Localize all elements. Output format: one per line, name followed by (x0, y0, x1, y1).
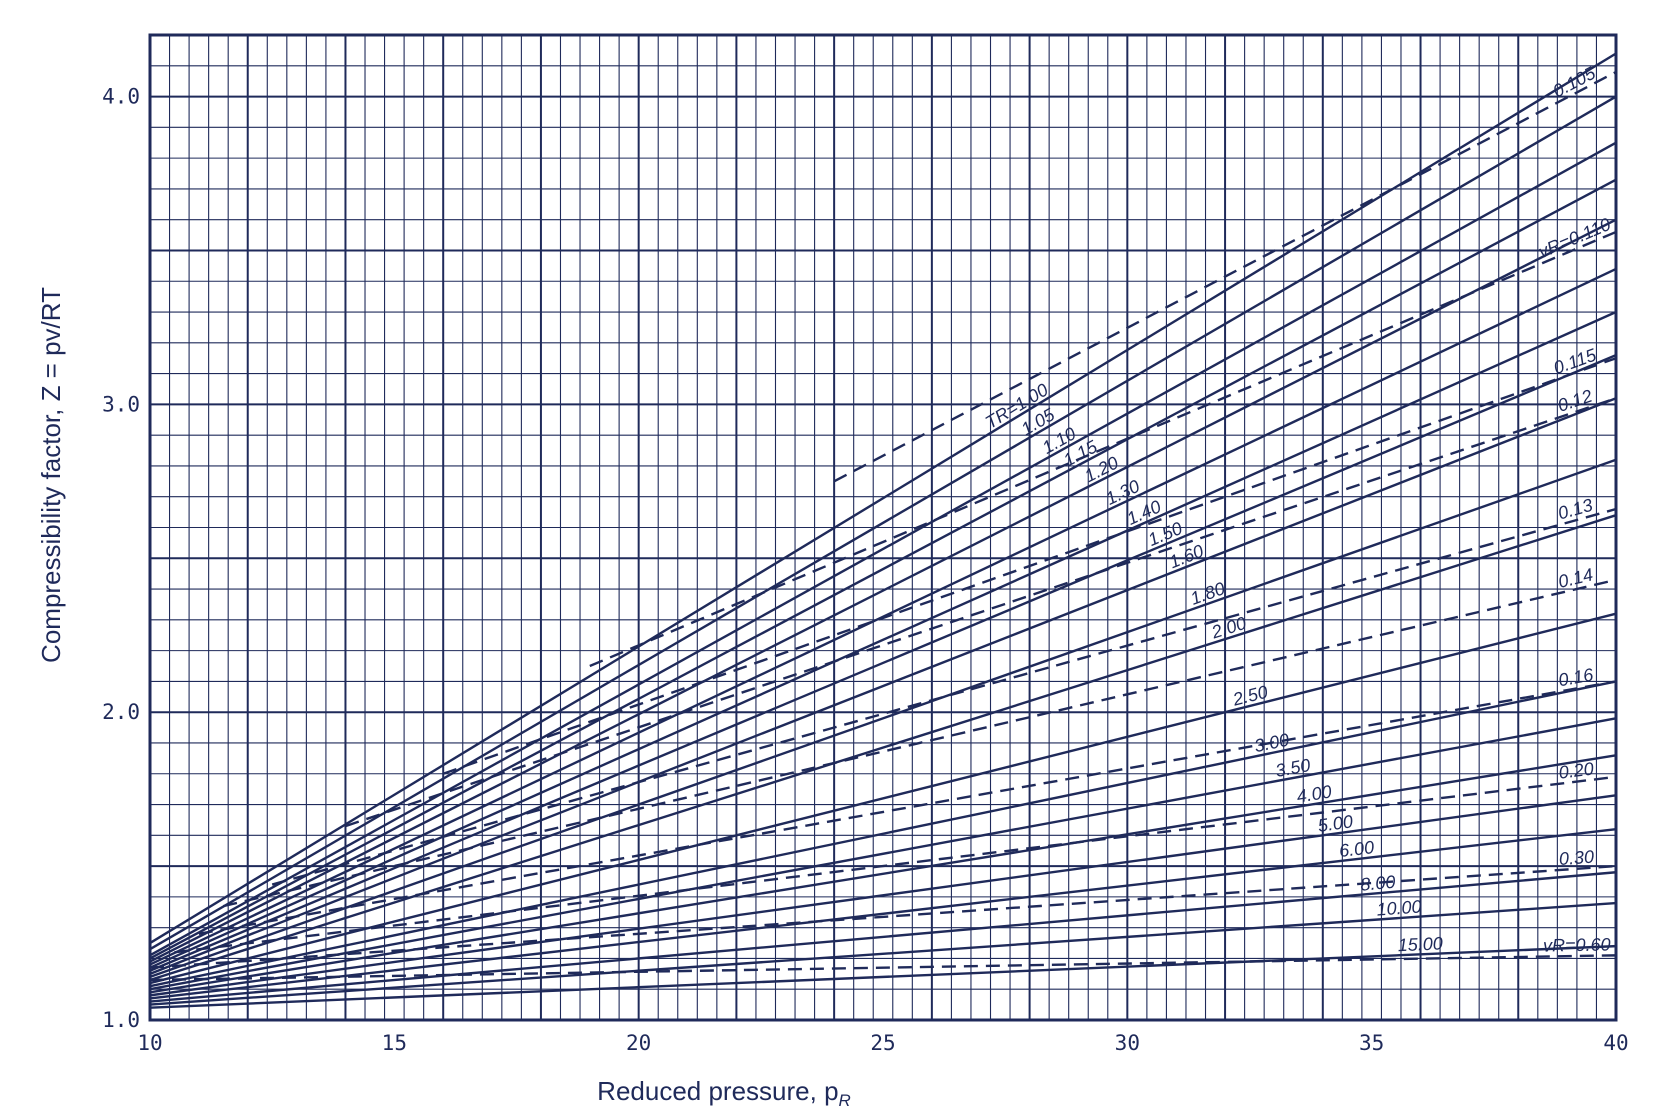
solid-line-1.80 (149, 458, 1617, 979)
solid-line-label: 15.00 (1397, 933, 1443, 955)
solid-line-1.15 (149, 178, 1617, 960)
specific-volume-lines (149, 70, 1617, 982)
x-tick-label: 30 (1115, 1031, 1140, 1055)
dashed-line-label: vR=0.110 (1536, 214, 1614, 262)
dashed-line-label: vR=0.60 (1543, 934, 1611, 955)
solid-line-2.50 (149, 612, 1617, 985)
solid-line-1.60 (149, 397, 1617, 975)
solid-line-label: 5.00 (1317, 811, 1354, 836)
dashed-line-label: 0.30 (1558, 847, 1594, 869)
y-tick-label: 4.0 (102, 85, 140, 109)
dashed-line-0.16 (198, 680, 1617, 935)
dashed-line-0.13 (271, 507, 1617, 886)
y-tick-label: 1.0 (102, 1008, 140, 1032)
y-axis-label: Compressibility factor, Z = pv/RT (36, 287, 66, 663)
dashed-line-0.115 (442, 357, 1617, 775)
plot-frame (148, 33, 1618, 1022)
solid-line-TR=1.00 (149, 52, 1617, 945)
solid-line-label: 6.00 (1338, 837, 1375, 861)
solid-line-8.00 (149, 871, 1617, 1003)
dashed-line-label: 0.20 (1558, 759, 1595, 783)
dashed-line-0.14 (223, 578, 1617, 908)
dashed-line-label: 0.12 (1555, 386, 1595, 416)
x-tick-label: 35 (1359, 1031, 1384, 1055)
y-tick-label: 3.0 (102, 392, 140, 416)
solid-line-label: 10.00 (1376, 897, 1422, 920)
minor-grid (150, 34, 1616, 1020)
dashed-line-0.20 (174, 775, 1617, 954)
solid-line-1.50 (149, 354, 1617, 972)
x-tick-labels: 10 15 20 25 30 35 40 (137, 1031, 1628, 1055)
x-axis-label: Reduced pressure, pR (597, 1076, 851, 1110)
x-tick-label: 15 (382, 1031, 407, 1055)
solid-line-5.00 (149, 794, 1617, 997)
solid-line-label: 2.00 (1208, 613, 1248, 643)
solid-line-3.50 (149, 717, 1617, 991)
temperature-lines (149, 52, 1617, 1009)
solid-line-1.40 (149, 310, 1617, 969)
x-tick-label: 40 (1603, 1031, 1628, 1055)
solid-line-label: 3.50 (1274, 755, 1312, 781)
x-tick-label: 20 (626, 1031, 651, 1055)
dashed-line-0.105 (833, 70, 1617, 483)
dashed-line-0.30 (149, 864, 1617, 969)
solid-line-1.20 (149, 218, 1617, 963)
solid-line-6.00 (149, 827, 1617, 1000)
solid-line-1.05 (149, 95, 1617, 951)
solid-line-3.00 (149, 680, 1617, 988)
dashed-line-0.12 (345, 397, 1617, 828)
dashed-line-label: 0.14 (1556, 564, 1595, 591)
x-tick-label: 25 (870, 1031, 895, 1055)
dashed-line-label: 0.13 (1556, 495, 1595, 524)
solid-line-label: 3.00 (1252, 729, 1290, 756)
dashed-line-vR=0.60 (149, 954, 1617, 982)
solid-line-1.10 (149, 141, 1617, 957)
x-tick-label: 10 (137, 1031, 162, 1055)
solid-line-label: 8.00 (1359, 872, 1396, 895)
solid-line-1.30 (149, 267, 1617, 966)
solid-line-2.00 (149, 514, 1617, 982)
solid-line-10.00 (149, 901, 1617, 1006)
y-tick-label: 2.0 (102, 700, 140, 724)
solid-line-15.00 (149, 944, 1617, 1009)
solid-line-4.00 (149, 754, 1617, 994)
y-tick-labels: 1.0 2.0 3.0 4.0 (102, 85, 140, 1032)
